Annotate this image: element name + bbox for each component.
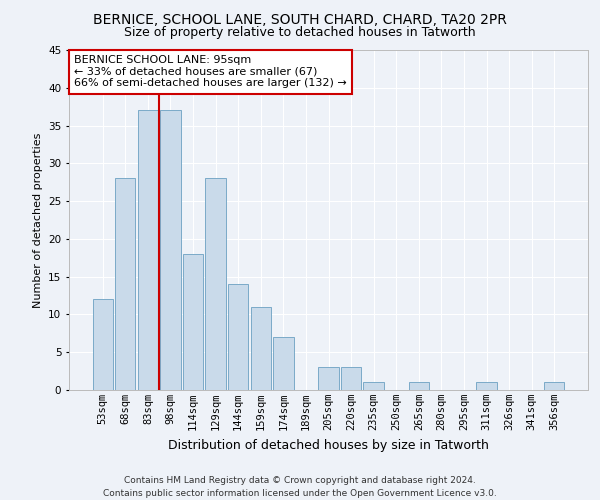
Text: Size of property relative to detached houses in Tatworth: Size of property relative to detached ho… xyxy=(124,26,476,39)
Bar xyxy=(409,382,429,390)
Bar xyxy=(228,284,248,390)
Text: BERNICE SCHOOL LANE: 95sqm
← 33% of detached houses are smaller (67)
66% of semi: BERNICE SCHOOL LANE: 95sqm ← 33% of deta… xyxy=(74,55,347,88)
Y-axis label: Number of detached properties: Number of detached properties xyxy=(32,132,43,308)
Bar xyxy=(92,300,113,390)
Bar xyxy=(115,178,136,390)
Bar xyxy=(251,307,271,390)
Bar xyxy=(341,368,361,390)
Bar xyxy=(205,178,226,390)
Text: Contains HM Land Registry data © Crown copyright and database right 2024.
Contai: Contains HM Land Registry data © Crown c… xyxy=(103,476,497,498)
Text: BERNICE, SCHOOL LANE, SOUTH CHARD, CHARD, TA20 2PR: BERNICE, SCHOOL LANE, SOUTH CHARD, CHARD… xyxy=(93,12,507,26)
Bar xyxy=(138,110,158,390)
Bar xyxy=(183,254,203,390)
Bar xyxy=(273,337,293,390)
Bar xyxy=(364,382,384,390)
Bar xyxy=(319,368,338,390)
X-axis label: Distribution of detached houses by size in Tatworth: Distribution of detached houses by size … xyxy=(168,438,489,452)
Bar xyxy=(544,382,565,390)
Bar xyxy=(160,110,181,390)
Bar xyxy=(476,382,497,390)
